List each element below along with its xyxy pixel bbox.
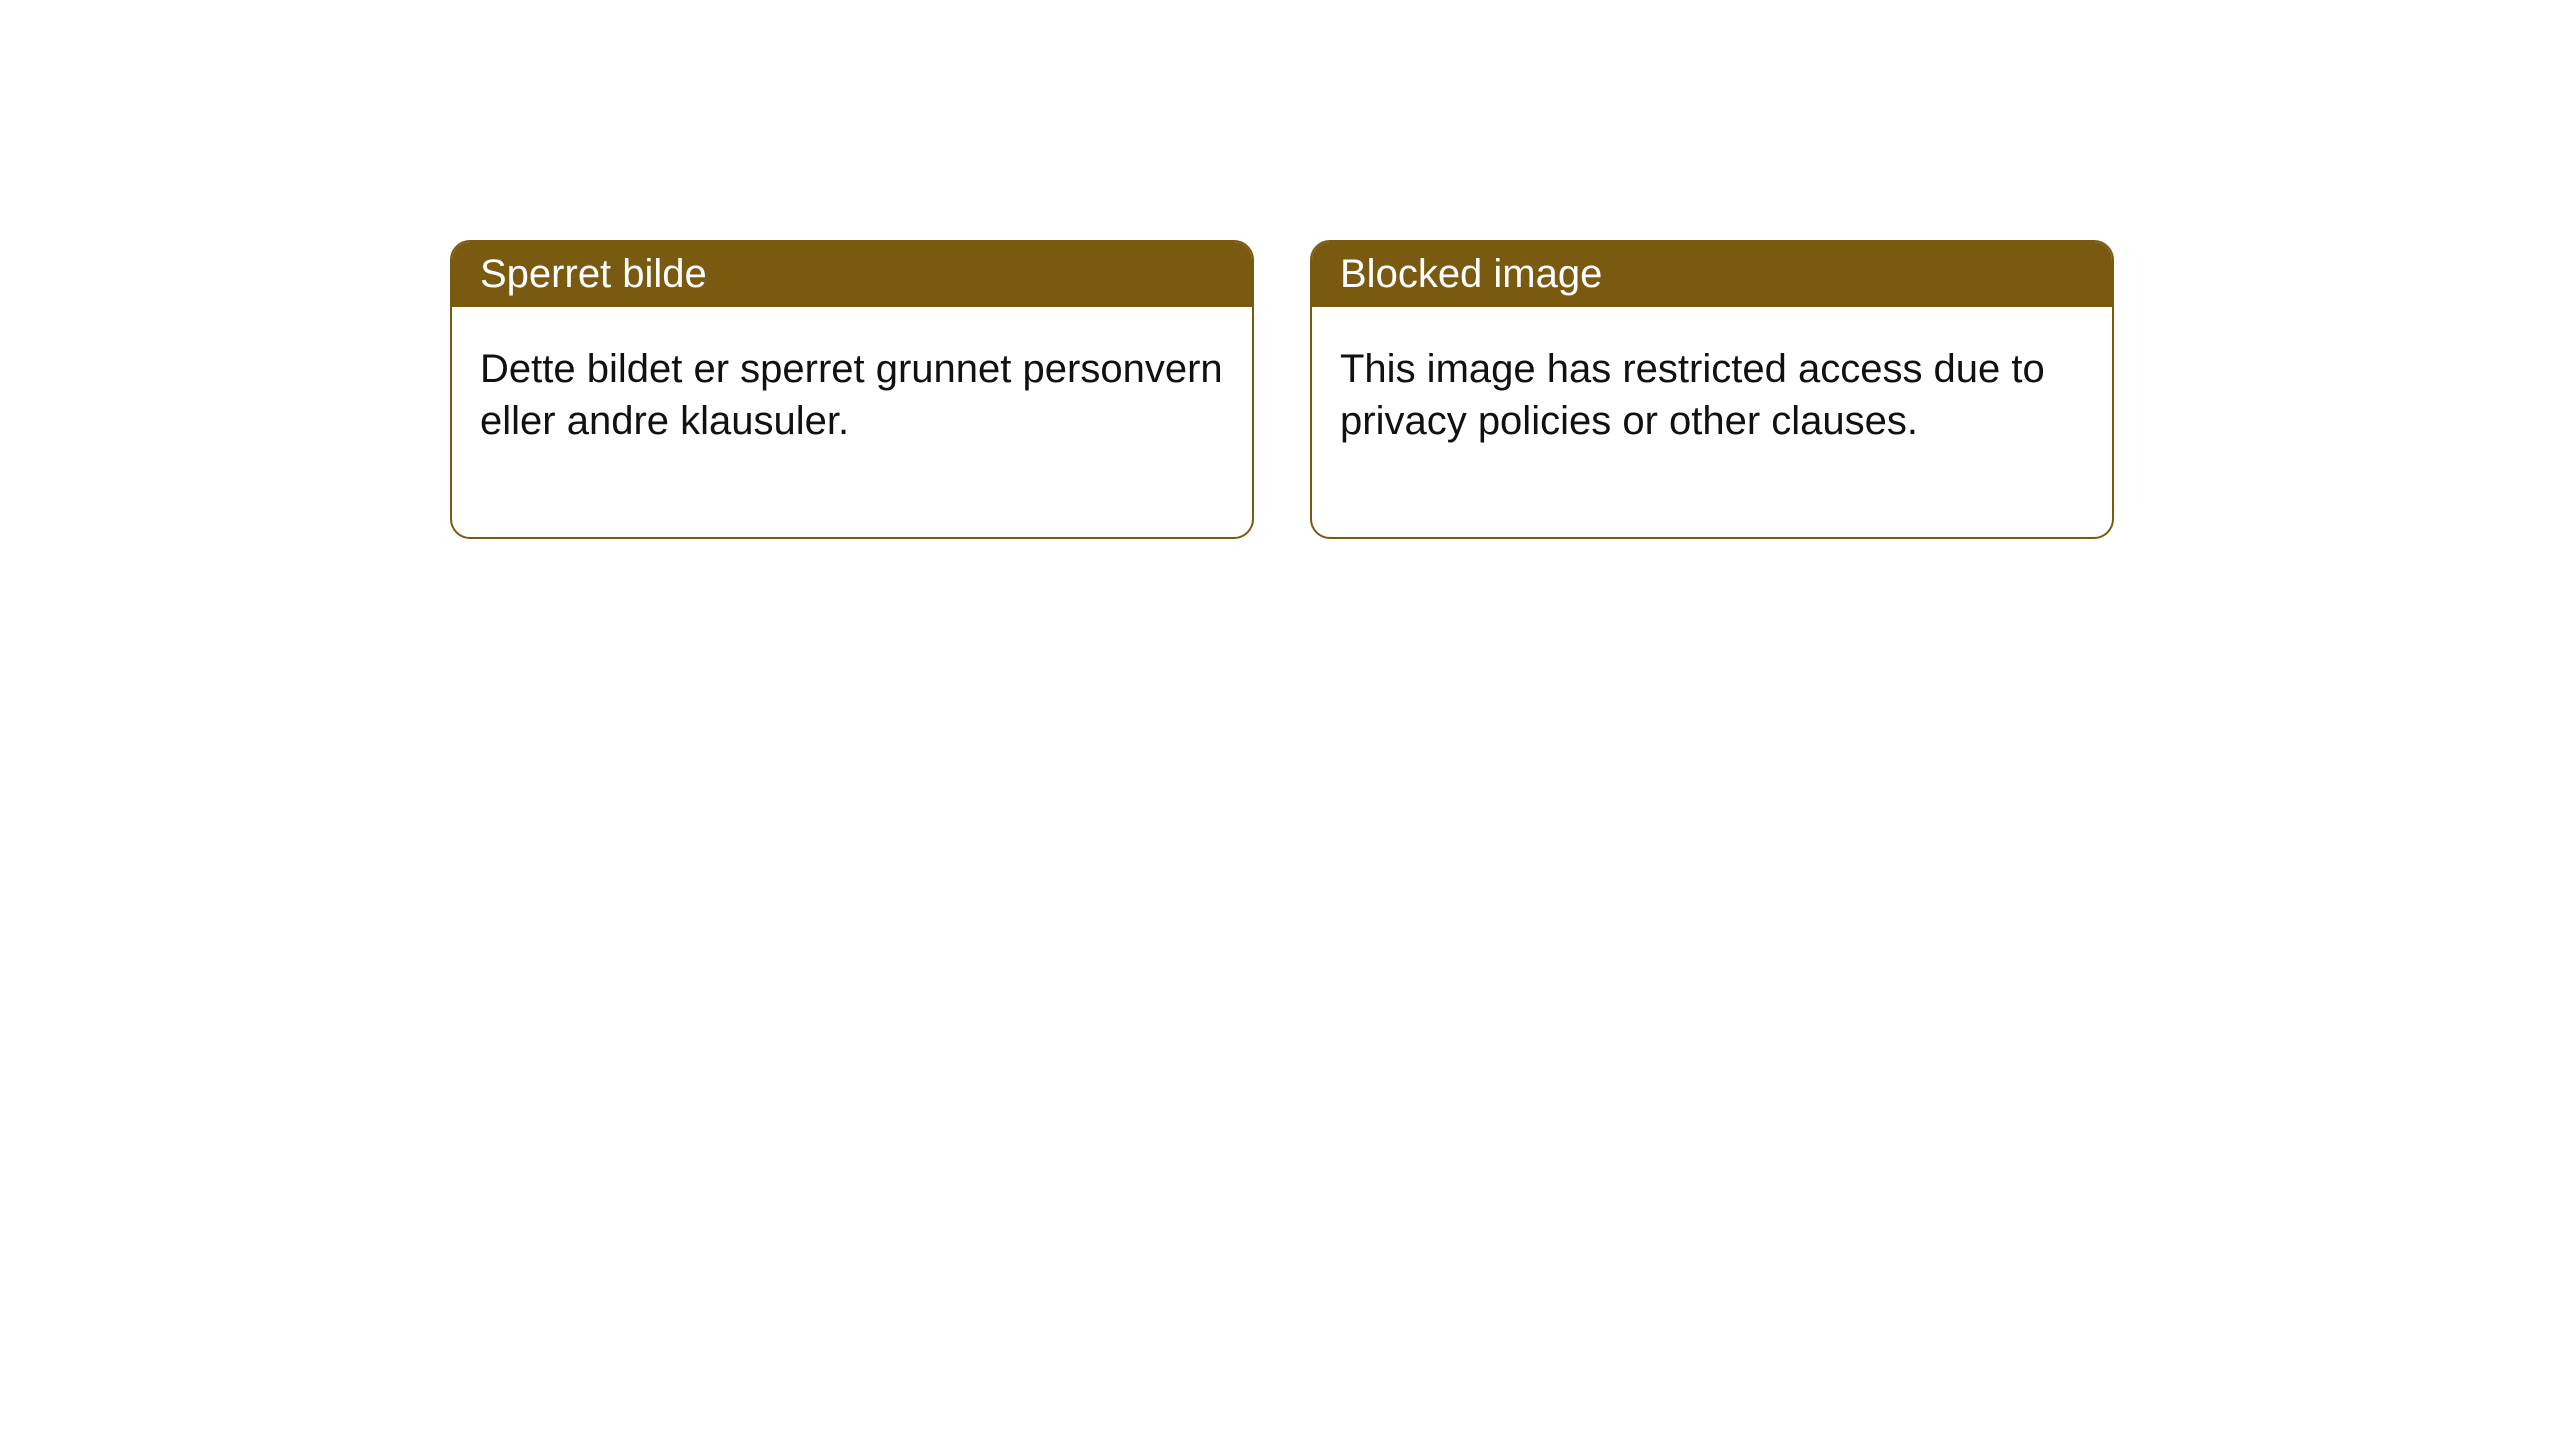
notice-container: Sperret bilde Dette bildet er sperret gr…	[450, 240, 2114, 539]
card-text: This image has restricted access due to …	[1340, 347, 2045, 443]
card-body: Dette bildet er sperret grunnet personve…	[452, 307, 1252, 537]
notice-card-norwegian: Sperret bilde Dette bildet er sperret gr…	[450, 240, 1254, 539]
card-title: Blocked image	[1340, 252, 1602, 296]
card-header: Blocked image	[1312, 242, 2112, 307]
card-header: Sperret bilde	[452, 242, 1252, 307]
card-title: Sperret bilde	[480, 252, 707, 296]
card-body: This image has restricted access due to …	[1312, 307, 2112, 537]
notice-card-english: Blocked image This image has restricted …	[1310, 240, 2114, 539]
card-text: Dette bildet er sperret grunnet personve…	[480, 347, 1223, 443]
